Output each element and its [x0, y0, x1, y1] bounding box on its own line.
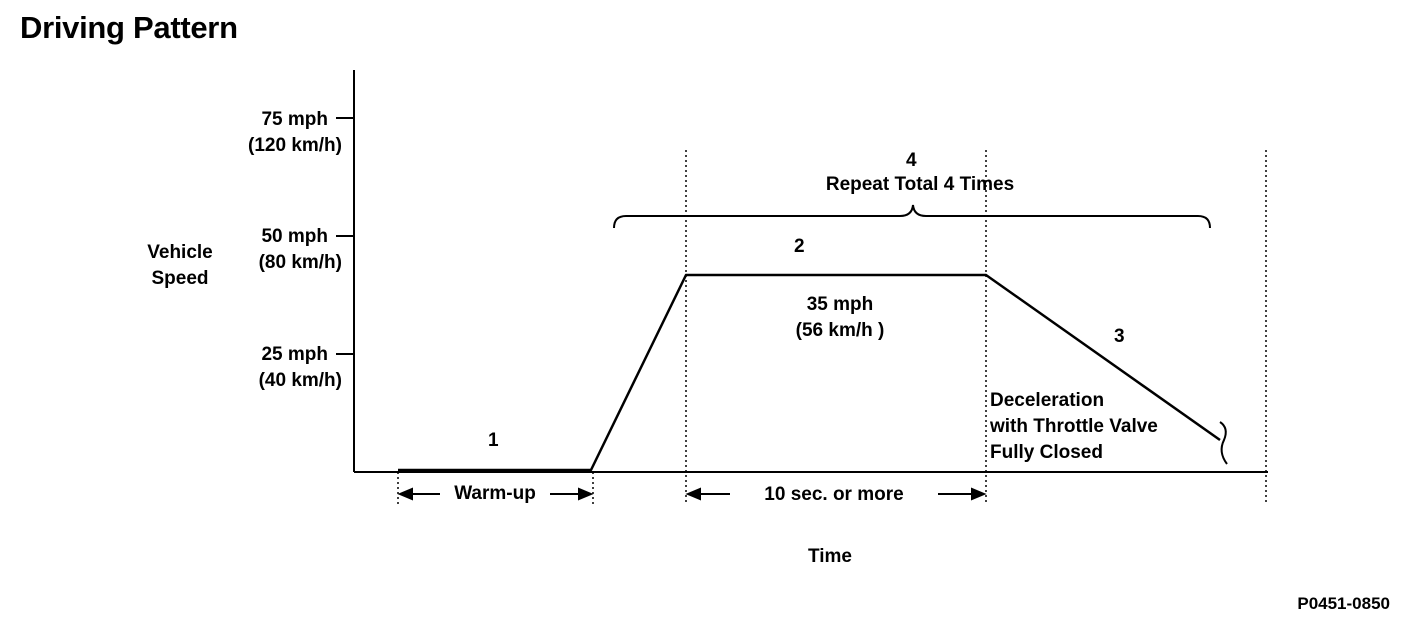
- tick-label-40kmh: (40 km/h): [258, 370, 342, 391]
- deceleration-label: Deceleration with Throttle Valve Fully C…: [990, 390, 1158, 463]
- step-4-label: 4: [906, 150, 917, 171]
- tick-label-50mph: 50 mph: [261, 226, 328, 247]
- warmup-arrow: [397, 487, 594, 501]
- tick-label-75mph: 75 mph: [261, 109, 328, 130]
- figure-code: P0451-0850: [1297, 594, 1390, 613]
- hold-arrow: [685, 487, 987, 501]
- end-brace: [1219, 421, 1228, 465]
- tick-label-25mph: 25 mph: [261, 344, 328, 365]
- phase-markers: [397, 150, 1267, 504]
- cruise-speed-label: 35 mph (56 km/h ): [795, 294, 885, 341]
- step-1-label: 1: [488, 430, 499, 451]
- tick-label-80kmh: (80 km/h): [258, 252, 342, 273]
- x-axis-label: Time: [807, 546, 852, 567]
- diagram-title: Driving Pattern: [20, 10, 238, 45]
- repeat-brace: [613, 204, 1211, 229]
- repeat-label: Repeat Total 4 Times: [825, 174, 1015, 195]
- hold-duration-label: 10 sec. or more: [764, 484, 904, 505]
- tick-label-120kmh: (120 km/h): [248, 135, 342, 156]
- step-3-label: 3: [1114, 326, 1125, 347]
- warmup-label: Warm-up: [454, 483, 536, 504]
- y-axis-label: Vehicle Speed: [147, 242, 213, 289]
- step-2-label: 2: [794, 236, 805, 257]
